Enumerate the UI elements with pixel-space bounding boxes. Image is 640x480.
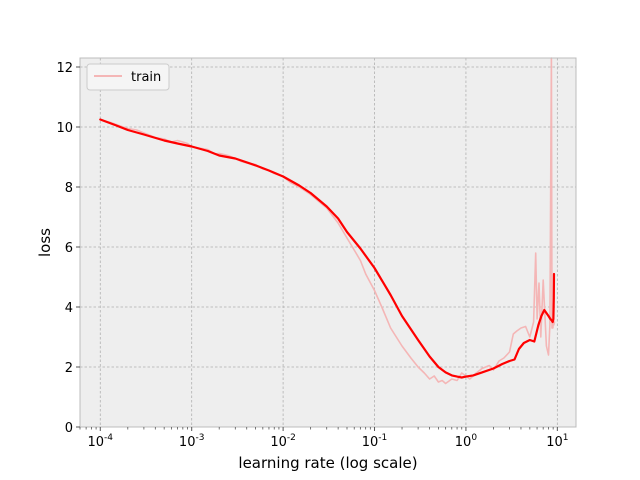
y-tick-label: 0: [65, 421, 73, 436]
legend-box: [86, 63, 170, 91]
y-tick-label: 2: [65, 361, 73, 376]
y-tick-label: 10: [56, 121, 73, 136]
y-tick-label: 4: [65, 301, 73, 316]
ticks: 0 2 4 6 8 10 12 10-4 10-3 10-2 10-1 100 101: [56, 61, 568, 450]
y-tick-label: 12: [56, 61, 73, 76]
y-tick-label: 8: [65, 181, 73, 196]
x-axis-label: learning rate (log scale): [238, 454, 417, 472]
x-tick-label: 101: [546, 433, 568, 450]
series-layer: [99, 57, 556, 385]
plot-background: [80, 58, 576, 427]
x-tick-label: 10-1: [362, 433, 388, 450]
x-tick-label: 100: [455, 433, 478, 450]
y-axis-label: loss: [36, 228, 54, 257]
y-tick-label: 6: [65, 241, 73, 256]
x-tick-label: 10-3: [179, 433, 205, 450]
legend-label-train: train: [131, 70, 161, 85]
x-tick-label: 10-4: [88, 433, 114, 450]
legend: train: [86, 63, 170, 91]
plot-frame: [79, 57, 577, 428]
x-tick-label: 10-2: [270, 433, 296, 450]
series-line-train-smoothed: [99, 118, 556, 379]
